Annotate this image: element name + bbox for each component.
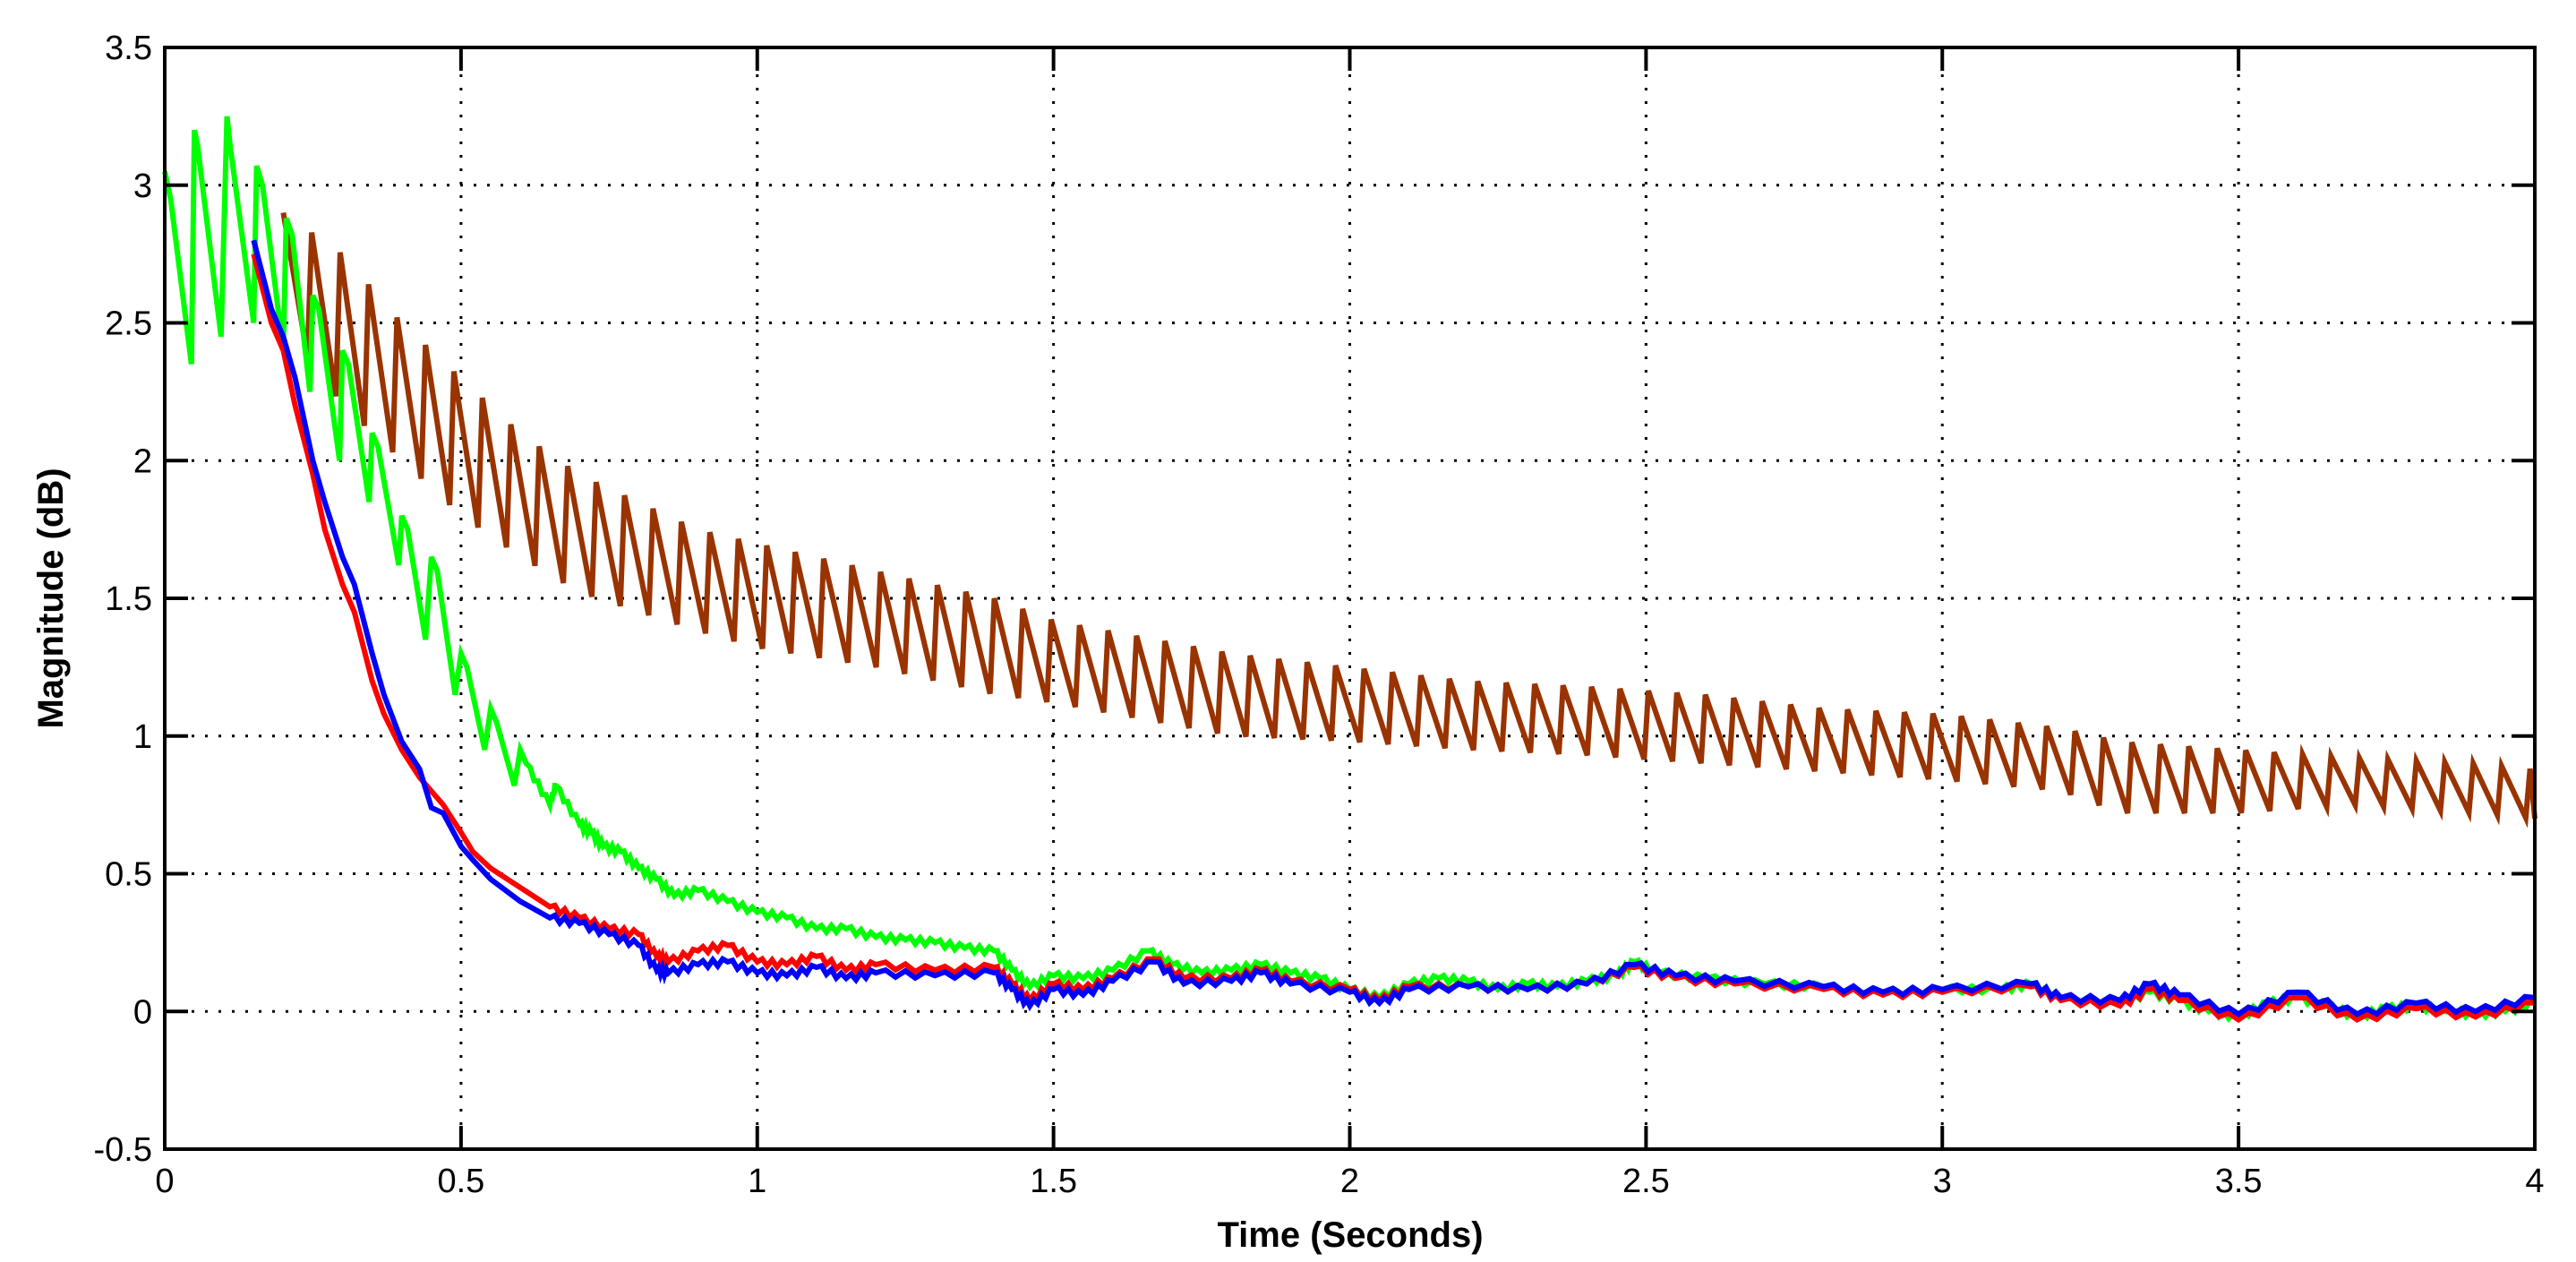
series-line-blue <box>251 239 2536 1017</box>
x-tick-label: 1.5 <box>1030 1163 1077 1200</box>
y-axis-tick-labels: -0.5 0 0.5 1 1.5 2 2.5 3 3.5 <box>94 30 152 1169</box>
axis-ticks <box>163 46 2537 1151</box>
y-tick-label: -0.5 <box>94 1131 152 1169</box>
series-line-brown <box>280 212 2537 828</box>
x-tick-label: 2.5 <box>1622 1163 1670 1200</box>
y-tick-label: 1.5 <box>105 580 152 618</box>
x-tick-label: 3 <box>1933 1163 1952 1200</box>
y-tick-label: 1 <box>133 718 152 756</box>
x-tick-label: 3.5 <box>2215 1163 2263 1200</box>
x-tick-label: 0 <box>155 1163 174 1200</box>
y-tick-label: 0.5 <box>105 856 152 894</box>
x-axis-tick-labels: 0 0.5 1 1.5 2 2.5 3 3.5 4 <box>155 1163 2544 1200</box>
y-tick-label: 3.5 <box>105 30 152 67</box>
y-tick-label: 2 <box>133 442 152 480</box>
x-axis-label: Time (Seconds) <box>1217 1215 1483 1255</box>
x-tick-label: 4 <box>2525 1163 2544 1200</box>
y-tick-label: 2.5 <box>105 305 152 343</box>
series-line-red <box>251 253 2536 1024</box>
x-tick-label: 2 <box>1340 1163 1359 1200</box>
x-tick-label: 0.5 <box>437 1163 484 1200</box>
y-tick-label: 0 <box>133 993 152 1031</box>
y-tick-label: 3 <box>133 167 152 205</box>
plot-area <box>162 116 2537 1024</box>
x-tick-label: 1 <box>748 1163 766 1200</box>
y-axis-label: Magnitude (dB) <box>31 468 71 728</box>
gridlines <box>165 47 2535 1149</box>
